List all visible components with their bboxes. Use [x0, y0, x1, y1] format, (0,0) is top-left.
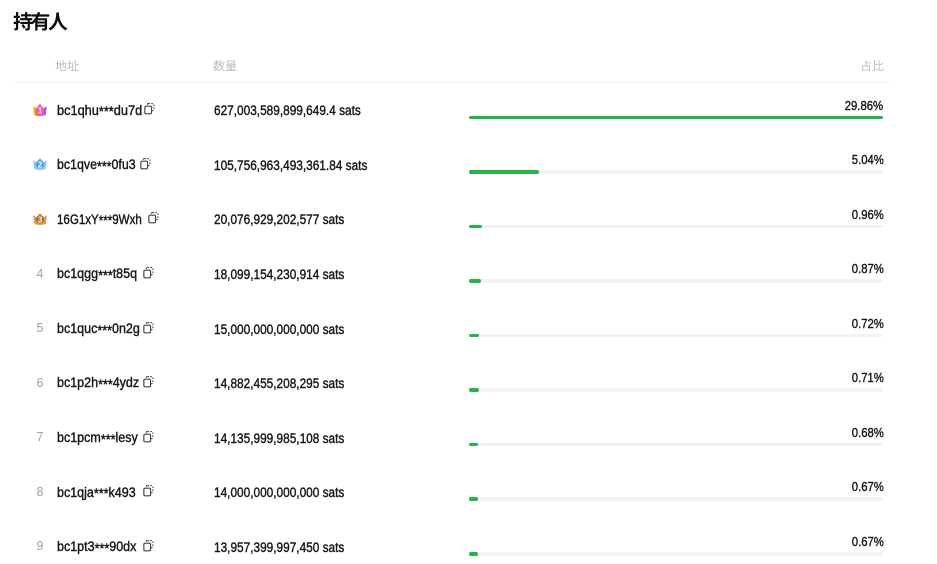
svg-text:2: 2 [38, 160, 43, 169]
svg-text:3: 3 [38, 215, 43, 224]
svg-text:1: 1 [38, 106, 43, 115]
